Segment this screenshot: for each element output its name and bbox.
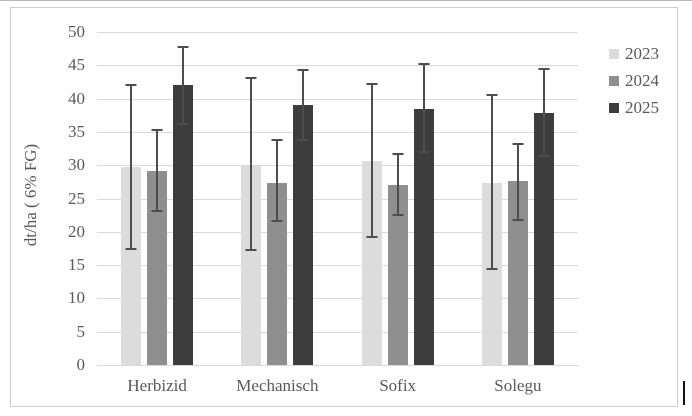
x-category-label-mechanisch: Mechanisch [236, 376, 319, 395]
y-tick-label: 30 [68, 155, 85, 175]
error-bar-cap-top [392, 153, 404, 156]
error-bar-cap-top [418, 63, 430, 66]
gridline [97, 65, 578, 67]
gridline [97, 98, 578, 100]
legend-swatch-icon [609, 103, 619, 113]
bar-2025-solegu[interactable] [533, 112, 554, 365]
error-bar-cap-top [297, 68, 309, 71]
bar-2023-sofix[interactable] [361, 161, 382, 365]
y-tick-label: 50 [68, 22, 85, 41]
error-bar-cap-bottom [125, 247, 137, 250]
y-tick-label: 45 [68, 55, 85, 75]
gridline [97, 165, 578, 167]
error-bar-stem [422, 63, 425, 153]
error-bar-cap-top [538, 67, 550, 70]
error-bar-cap-bottom [297, 139, 309, 142]
error-bar-2024-sofix [392, 153, 404, 217]
gridline [97, 131, 578, 133]
error-bar-stem [276, 139, 279, 223]
bar-2025-herbizid[interactable] [173, 85, 194, 365]
x-category-label-solegu: Solegu [494, 376, 542, 395]
error-bar-stem [182, 45, 185, 125]
error-bar-stem [396, 153, 399, 217]
error-bar-cap-bottom [366, 236, 378, 239]
error-bar-stem [156, 128, 159, 213]
error-bar-2023-mechanisch [245, 77, 257, 252]
error-bar-cap-bottom [151, 210, 163, 213]
window-top-border [0, 0, 692, 1]
bar-2024-herbizid[interactable] [147, 170, 168, 365]
bar-2024-solegu[interactable] [507, 181, 528, 365]
bar-2025-mechanisch[interactable] [293, 105, 314, 365]
error-bar-stem [542, 67, 545, 157]
gridline [97, 265, 578, 267]
error-bar-cap-top [366, 82, 378, 85]
error-bar-stem [250, 77, 253, 252]
legend-swatch-icon [609, 49, 619, 59]
y-tick-label: 35 [68, 121, 85, 141]
error-bar-2024-solegu [512, 142, 524, 222]
gridline [97, 331, 578, 333]
legend-label: 2025 [625, 98, 659, 117]
error-bar-cap-bottom [418, 150, 430, 153]
y-tick-label: 15 [68, 255, 85, 275]
error-bar-cap-top [245, 77, 257, 80]
legend-label: 2023 [625, 44, 659, 63]
error-bar-cap-top [271, 139, 283, 142]
gridline [97, 32, 578, 33]
plot-area [97, 32, 578, 366]
error-bar-2025-herbizid [177, 45, 189, 125]
x-category-label-sofix: Sofix [379, 376, 417, 395]
error-bar-stem [302, 68, 305, 142]
bar-2024-sofix[interactable] [387, 184, 408, 365]
error-bar-cap-top [151, 128, 163, 131]
bar-2023-herbizid[interactable] [121, 167, 142, 365]
error-bar-2024-herbizid [151, 128, 163, 213]
y-tick-label: 5 [76, 321, 86, 341]
bar-2023-solegu[interactable] [481, 182, 502, 365]
error-bar-cap-bottom [392, 214, 404, 217]
gridline [97, 231, 578, 233]
error-bar-cap-top [125, 83, 137, 86]
error-bar-cap-bottom [245, 249, 257, 252]
error-bar-cap-bottom [486, 268, 498, 271]
gridline [97, 198, 578, 200]
error-bar-stem [516, 142, 519, 222]
y-axis-title-text: dt/ha ( 6% FG) [21, 143, 40, 247]
error-bar-stem [370, 82, 373, 239]
gridline [97, 365, 578, 366]
error-bar-2025-mechanisch [297, 68, 309, 142]
error-bar-2023-solegu [486, 93, 498, 271]
bar-2025-sofix[interactable] [413, 108, 434, 365]
bar-2023-mechanisch[interactable] [241, 165, 262, 365]
y-tick-label: 25 [68, 188, 85, 208]
error-bar-2025-sofix [418, 63, 430, 153]
chart-object[interactable]: dt/ha ( 6% FG) 0 5 10 15 20 25 30 35 40 45 50 Herb… [10, 7, 678, 407]
bar-2024-mechanisch[interactable] [267, 182, 288, 365]
y-tick-label: 10 [68, 288, 85, 308]
error-bar-2023-sofix [366, 82, 378, 239]
error-bar-cap-bottom [271, 220, 283, 223]
legend-label: 2024 [625, 71, 659, 90]
y-tick-label: 40 [68, 88, 85, 108]
error-bar-cap-top [512, 142, 524, 145]
error-bar-cap-bottom [512, 219, 524, 222]
text-cursor [683, 381, 685, 405]
error-bar-2025-solegu [538, 67, 550, 157]
error-bar-cap-bottom [538, 154, 550, 157]
y-tick-label: 0 [76, 355, 86, 374]
legend-swatch-icon [609, 76, 619, 86]
gridline [97, 298, 578, 300]
error-bar-stem [490, 93, 493, 271]
error-bar-cap-top [486, 93, 498, 96]
error-bar-cap-bottom [177, 122, 189, 125]
y-tick-label: 20 [68, 221, 85, 241]
x-category-label-herbizid: Herbizid [127, 376, 187, 395]
error-bar-cap-top [177, 45, 189, 48]
error-bar-2023-herbizid [125, 83, 137, 250]
error-bar-stem [130, 83, 133, 250]
error-bar-2024-mechanisch [271, 139, 283, 223]
